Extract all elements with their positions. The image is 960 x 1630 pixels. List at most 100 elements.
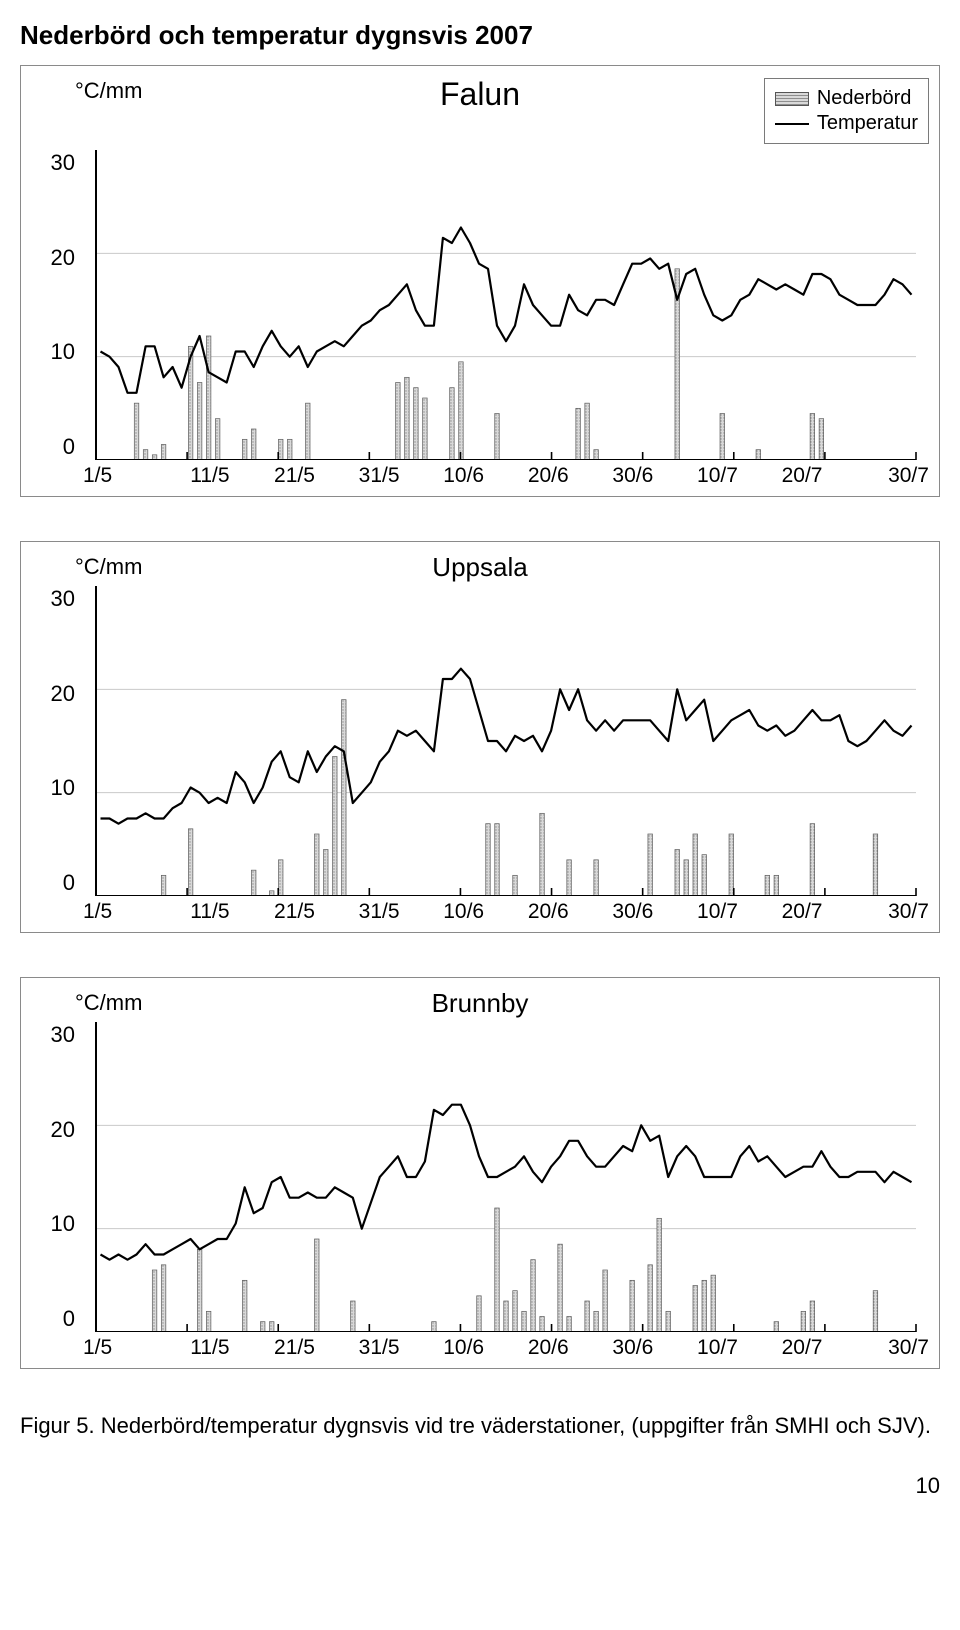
bar: [306, 403, 311, 460]
bar: [143, 450, 148, 460]
chart-panel-falun: °C/mmFalunNederbördTemperatur30201001/51…: [20, 65, 940, 497]
chart-title: Falun: [440, 76, 520, 113]
x-tick-label: 21/5: [252, 1336, 337, 1360]
bar: [495, 1208, 500, 1332]
bar: [405, 377, 410, 460]
y-tick-label: 20: [51, 245, 75, 271]
x-tick-label: 1/5: [83, 464, 168, 488]
x-tick-label: 20/7: [760, 900, 845, 924]
y-axis-ticks: 3020100: [31, 150, 83, 460]
bar: [242, 439, 247, 460]
bar: [206, 336, 211, 460]
y-tick-label: 10: [51, 339, 75, 365]
page-number: 10: [20, 1473, 940, 1499]
bar: [594, 860, 599, 896]
bar: [324, 850, 329, 897]
bar: [414, 388, 419, 460]
bar: [278, 439, 283, 460]
bar: [540, 813, 545, 896]
bar: [675, 850, 680, 897]
x-tick-label: 30/7: [844, 464, 929, 488]
bar: [513, 875, 518, 896]
bar: [648, 834, 653, 896]
chart-svg: [83, 150, 929, 460]
x-tick-label: 20/6: [506, 1336, 591, 1360]
x-tick-label: 31/5: [337, 900, 422, 924]
bar: [287, 439, 292, 460]
bar: [819, 419, 824, 460]
legend-swatch-icon: [775, 92, 809, 106]
y-axis-unit: °C/mm: [75, 990, 142, 1016]
x-tick-label: 31/5: [337, 464, 422, 488]
x-tick-label: 20/6: [506, 464, 591, 488]
x-tick-label: 20/7: [760, 1336, 845, 1360]
bar: [161, 445, 166, 461]
bar: [630, 1280, 635, 1332]
x-tick-label: 1/5: [83, 900, 168, 924]
bar: [315, 834, 320, 896]
y-tick-label: 10: [51, 1211, 75, 1237]
bar: [260, 1322, 265, 1332]
x-tick-label: 20/7: [760, 464, 845, 488]
x-tick-label: 31/5: [337, 1336, 422, 1360]
x-tick-label: 30/7: [844, 900, 929, 924]
chart-title: Brunnby: [432, 988, 529, 1019]
bar: [585, 1301, 590, 1332]
bar: [729, 834, 734, 896]
bar: [531, 1260, 536, 1332]
bar: [242, 1280, 247, 1332]
bar: [774, 875, 779, 896]
bar: [810, 1301, 815, 1332]
bar: [567, 860, 572, 896]
bar: [666, 1311, 671, 1332]
bar: [278, 860, 283, 896]
legend-item-line: Temperatur: [775, 112, 918, 135]
x-tick-label: 10/7: [675, 900, 760, 924]
x-tick-label: 10/6: [421, 464, 506, 488]
y-tick-label: 0: [63, 870, 75, 896]
legend-label: Nederbörd: [817, 87, 912, 110]
bar: [810, 824, 815, 896]
x-tick-label: 10/6: [421, 1336, 506, 1360]
x-tick-label: 11/5: [168, 900, 253, 924]
y-tick-label: 0: [63, 1306, 75, 1332]
chart-title: Uppsala: [432, 552, 527, 583]
bar: [693, 1286, 698, 1333]
y-axis-ticks: 3020100: [31, 586, 83, 896]
bar: [756, 450, 761, 460]
bar: [495, 824, 500, 896]
x-tick-label: 30/6: [591, 1336, 676, 1360]
bar: [594, 450, 599, 460]
chart-header: °C/mm Falun NederbördTemperatur: [31, 78, 929, 144]
bar: [567, 1317, 572, 1333]
y-tick-label: 20: [51, 681, 75, 707]
x-tick-label: 10/7: [675, 464, 760, 488]
y-tick-label: 20: [51, 1117, 75, 1143]
legend-item-bars: Nederbörd: [775, 87, 918, 110]
legend-label: Temperatur: [817, 112, 918, 135]
bar: [161, 1265, 166, 1332]
bar: [215, 419, 220, 460]
bar: [702, 1280, 707, 1332]
y-tick-label: 30: [51, 1022, 75, 1048]
bar: [495, 414, 500, 461]
x-tick-label: 10/7: [675, 1336, 760, 1360]
bar: [810, 414, 815, 461]
y-axis-unit: °C/mm: [75, 78, 142, 104]
x-tick-label: 21/5: [252, 464, 337, 488]
temperature-line: [101, 1105, 912, 1260]
bar: [558, 1244, 563, 1332]
bar: [774, 1322, 779, 1332]
bar: [702, 855, 707, 896]
bar: [522, 1311, 527, 1332]
chart-svg: [83, 586, 929, 896]
bar: [459, 362, 464, 460]
bar: [351, 1301, 356, 1332]
bar: [648, 1265, 653, 1332]
bar: [206, 1311, 211, 1332]
bar: [152, 1270, 157, 1332]
y-axis-ticks: 30 20 10 0: [31, 1022, 83, 1332]
temperature-line: [101, 228, 912, 393]
x-tick-label: 30/6: [591, 900, 676, 924]
bar: [720, 414, 725, 461]
